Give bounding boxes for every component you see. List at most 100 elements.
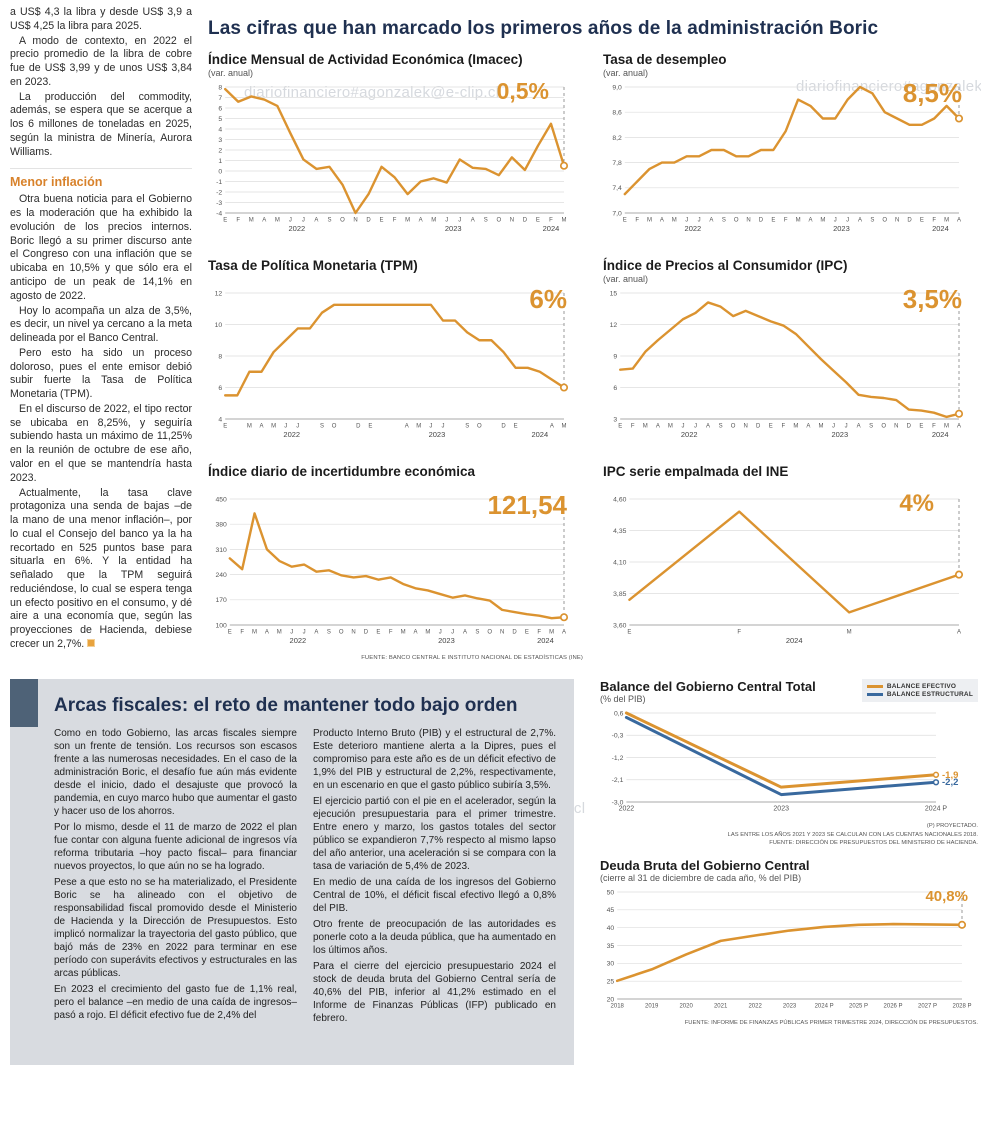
svg-text:J: J (284, 424, 287, 430)
balance-efectivo-swatch (866, 685, 883, 688)
svg-text:M: M (425, 630, 430, 636)
balance-legend: BALANCE EFECTIVO BALANCE ESTRUCTURAL (861, 679, 978, 702)
incertidumbre-latest-value: 121,54 (487, 490, 567, 520)
svg-text:2022: 2022 (685, 224, 702, 233)
svg-text:J: J (429, 424, 432, 430)
chart-title: Índice diario de incertidumbre económica (208, 464, 476, 479)
svg-text:2023: 2023 (445, 224, 462, 233)
svg-text:E: E (618, 424, 622, 430)
svg-text:M: M (796, 218, 801, 224)
svg-text:O: O (477, 424, 482, 430)
fiscal-paragraph: Otro frente de preocupación de las autor… (313, 919, 556, 956)
svg-text:170: 170 (215, 597, 227, 604)
chart-title: Tasa de desempleo (603, 52, 727, 67)
svg-text:F: F (781, 424, 785, 430)
inflation-subheading: Menor inflación (10, 168, 192, 189)
svg-text:4: 4 (218, 126, 222, 133)
svg-text:J: J (303, 630, 306, 636)
chart-subtitle (208, 480, 583, 490)
svg-text:S: S (484, 218, 488, 224)
chart-subtitle (208, 274, 583, 284)
svg-text:D: D (501, 424, 506, 430)
svg-text:E: E (771, 218, 775, 224)
svg-text:N: N (744, 424, 748, 430)
svg-text:J: J (296, 424, 299, 430)
fiscal-panel: Arcas fiscales: el reto de mantener todo… (10, 679, 574, 1065)
svg-text:D: D (756, 424, 761, 430)
svg-text:A: A (463, 630, 467, 636)
svg-text:6: 6 (218, 105, 222, 112)
fiscal-column-1: Como en todo Gobierno, las arcas fiscale… (54, 727, 297, 1028)
fiscal-paragraph: Producto Interno Bruto (PIB) y el estruc… (313, 728, 556, 791)
svg-text:J: J (451, 630, 454, 636)
svg-text:-3: -3 (216, 200, 222, 207)
article-paragraph: En el discurso de 2022, el tipo rector s… (10, 402, 192, 484)
svg-text:40: 40 (607, 925, 615, 932)
svg-text:N: N (746, 218, 750, 224)
svg-text:J: J (681, 424, 684, 430)
svg-text:2022: 2022 (748, 1004, 762, 1010)
fiscal-paragraph: Por lo mismo, desde el 11 de marzo de 20… (54, 822, 297, 872)
svg-text:A: A (808, 218, 812, 224)
chart-note: LAS ENTRE LOS AÑOS 2021 Y 2023 SE CALCUL… (727, 831, 978, 838)
fiscal-paragraph: En 2023 el crecimiento del gasto fue de … (54, 984, 297, 1021)
chart-subtitle (603, 480, 978, 490)
svg-text:A: A (709, 218, 713, 224)
svg-text:M: M (401, 630, 406, 636)
svg-text:M: M (416, 424, 421, 430)
chart-title: Balance del Gobierno Central Total (600, 679, 816, 694)
svg-text:E: E (919, 424, 923, 430)
svg-text:S: S (722, 218, 726, 224)
ipc-empalmada-latest-value: 4% (899, 490, 934, 517)
chart-card-imacec: Índice Mensual de Actividad Económica (I… (208, 52, 583, 242)
svg-text:2026 P: 2026 P (884, 1004, 903, 1010)
svg-text:450: 450 (215, 496, 227, 503)
svg-text:O: O (882, 218, 887, 224)
svg-text:A: A (265, 630, 269, 636)
svg-text:2024: 2024 (932, 224, 949, 233)
charts-area: Las cifras que han marcado los primeros … (208, 6, 978, 661)
svg-text:M: M (562, 218, 567, 224)
svg-text:A: A (858, 218, 862, 224)
svg-text:2021: 2021 (714, 1004, 728, 1010)
svg-text:E: E (525, 630, 529, 636)
svg-text:N: N (353, 218, 357, 224)
svg-text:310: 310 (215, 547, 227, 554)
svg-text:M: M (277, 630, 282, 636)
svg-text:2024 P: 2024 P (815, 1004, 834, 1010)
svg-text:F: F (236, 218, 240, 224)
svg-text:A: A (419, 218, 423, 224)
svg-text:E: E (223, 424, 227, 430)
svg-text:12: 12 (215, 290, 223, 297)
svg-text:F: F (737, 630, 741, 636)
svg-text:A: A (957, 424, 961, 430)
svg-text:-0,3: -0,3 (612, 733, 624, 740)
svg-text:2022: 2022 (289, 224, 306, 233)
balance-estructural-swatch (866, 693, 883, 696)
svg-text:A: A (857, 424, 861, 430)
svg-text:M: M (847, 630, 852, 636)
fiscal-title: Arcas fiscales: el reto de mantener todo… (54, 695, 518, 716)
svg-text:2: 2 (218, 147, 222, 154)
svg-text:2020: 2020 (679, 1004, 693, 1010)
fiscal-paragraph: Como en todo Gobierno, las arcas fiscale… (54, 728, 297, 817)
chart-card-tpm: Tasa de Política Monetaria (TPM) 12 10 8 6 4… (208, 258, 583, 448)
svg-text:A: A (550, 424, 554, 430)
svg-text:35: 35 (607, 943, 615, 950)
svg-text:O: O (487, 630, 492, 636)
svg-text:A: A (314, 630, 318, 636)
svg-text:J: J (458, 218, 461, 224)
svg-text:7,8: 7,8 (612, 160, 622, 167)
svg-text:A: A (660, 218, 664, 224)
svg-text:30: 30 (607, 961, 615, 968)
svg-text:0: 0 (218, 168, 222, 175)
svg-text:D: D (512, 630, 517, 636)
svg-text:2023: 2023 (831, 430, 848, 439)
svg-text:A: A (471, 218, 475, 224)
svg-text:M: M (405, 218, 410, 224)
chart-title: Tasa de Política Monetaria (TPM) (208, 258, 418, 273)
svg-text:E: E (514, 424, 518, 430)
svg-text:45: 45 (607, 907, 615, 914)
svg-text:3: 3 (218, 137, 222, 144)
